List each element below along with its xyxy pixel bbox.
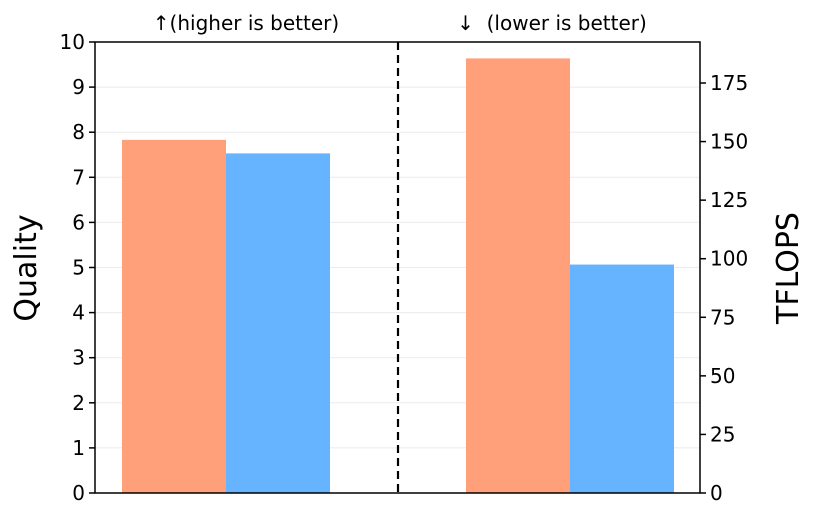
right-axis-title: TFLOPS (771, 212, 806, 325)
bar-group2-series2 (570, 264, 674, 493)
right-axis: 0 25 50 75 100 125 150 175 (700, 71, 748, 505)
right-tick-label-0: 0 (710, 481, 723, 505)
left-tick-label-9: 9 (72, 75, 85, 99)
left-tick-label-1: 1 (72, 436, 85, 460)
bars (122, 58, 674, 494)
left-tick-label-4: 4 (72, 301, 85, 325)
left-tick-label-8: 8 (72, 120, 85, 144)
left-tick-label-10: 10 (60, 30, 85, 54)
right-tick-label-1: 25 (710, 422, 735, 446)
left-tick-label-7: 7 (72, 165, 85, 189)
bar-group1-series1 (122, 139, 226, 493)
annotation-lower-better: ↓ (lower is better) (457, 11, 647, 35)
left-axis: 0 1 2 3 4 5 6 7 8 9 10 (60, 30, 95, 505)
right-tick-label-6: 150 (710, 130, 748, 154)
annotation-higher-better: ↑(higher is better) (153, 11, 339, 35)
left-tick-label-0: 0 (72, 481, 85, 505)
left-tick-label-3: 3 (72, 346, 85, 370)
bar-group2-series1 (466, 58, 570, 494)
right-tick-label-7: 175 (710, 71, 748, 95)
right-tick-label-3: 75 (710, 305, 735, 329)
right-tick-label-4: 100 (710, 247, 748, 271)
left-tick-label-6: 6 (72, 210, 85, 234)
right-tick-label-2: 50 (710, 364, 735, 388)
bar-group1-series2 (226, 153, 330, 493)
left-tick-label-5: 5 (72, 256, 85, 280)
left-axis-title: Quality (9, 214, 44, 321)
right-tick-label-5: 125 (710, 188, 748, 212)
left-tick-label-2: 2 (72, 391, 85, 415)
